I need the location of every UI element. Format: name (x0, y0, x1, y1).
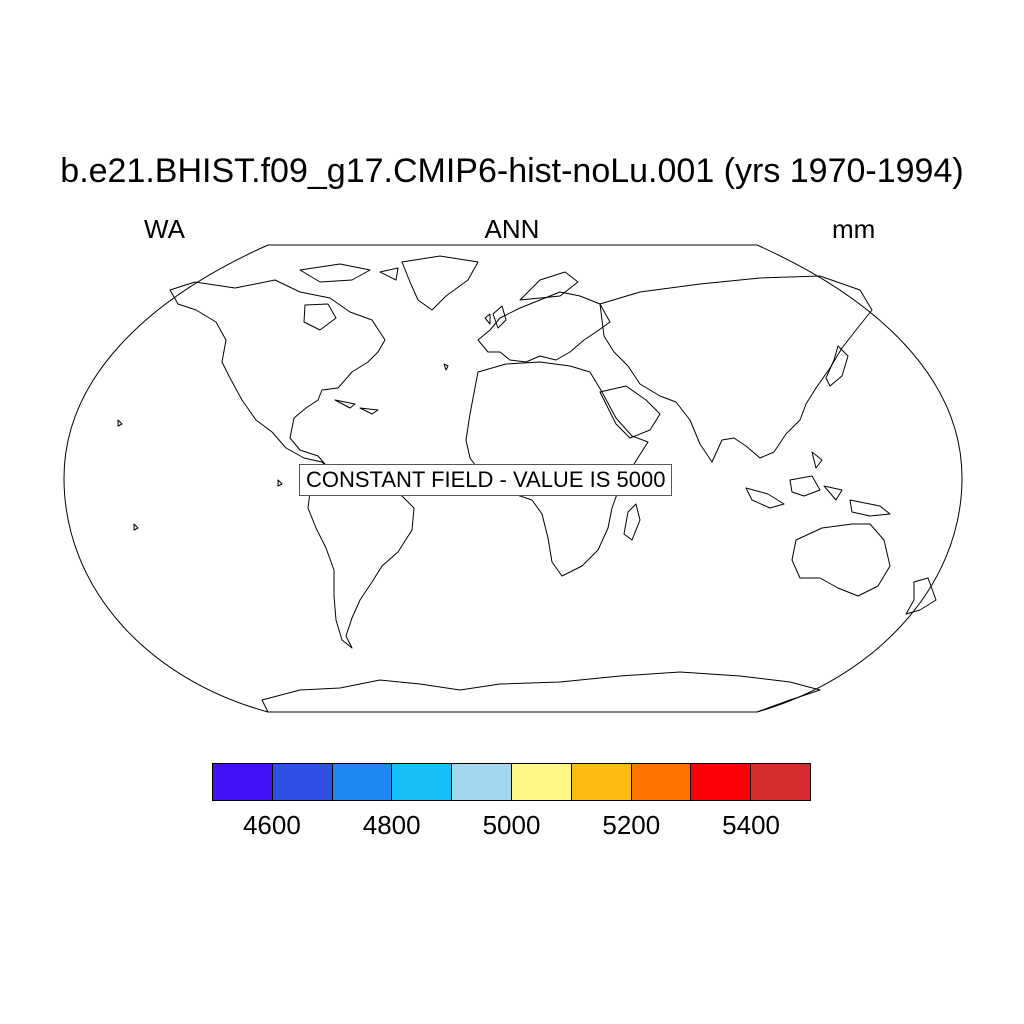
colorbar-tick-label: 5000 (482, 810, 541, 840)
colorbar-tick-label: 5200 (602, 810, 661, 840)
colorbar-swatch (332, 764, 393, 800)
colorbar-swatch (392, 764, 453, 800)
units-label: mm (832, 214, 876, 244)
constant-field-notice: CONSTANT FIELD - VALUE IS 5000 (299, 464, 673, 496)
colorbar-swatch (751, 764, 810, 800)
colorbar-swatch (571, 764, 632, 800)
colorbar-swatch (213, 764, 273, 800)
colorbar-tick-label: 4600 (242, 810, 301, 840)
colorbar-swatch (511, 764, 572, 800)
colorbar-swatch (272, 764, 333, 800)
season-label: ANN (484, 214, 540, 244)
colorbar-swatch (631, 764, 692, 800)
colorbar (212, 763, 811, 801)
plot-title: b.e21.BHIST.f09_g17.CMIP6-hist-noLu.001 … (60, 152, 964, 190)
variable-label: WA (144, 214, 185, 244)
colorbar-swatch (452, 764, 512, 800)
colorbar-tick-label: 4800 (362, 810, 421, 840)
coastlines (117, 255, 937, 713)
colorbar-tick-label: 5400 (722, 810, 781, 840)
colorbar-swatch (691, 764, 752, 800)
